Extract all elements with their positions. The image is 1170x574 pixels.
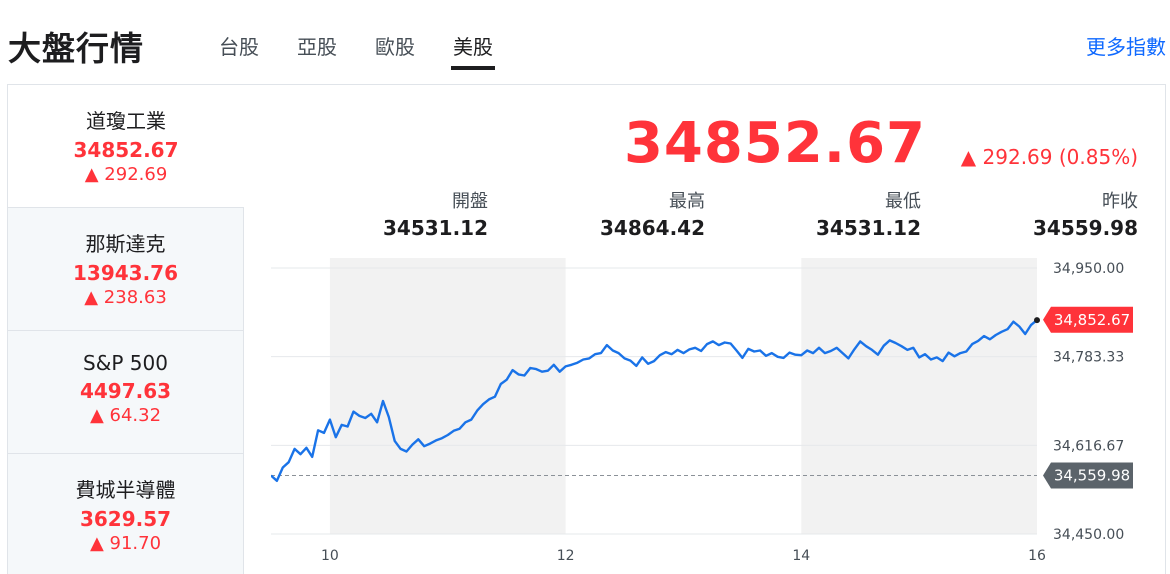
y-tick-label: 34,950.00	[1053, 261, 1124, 277]
last-price-dot	[1034, 317, 1040, 324]
stat-label: 昨收	[1102, 191, 1138, 212]
header: 大盤行情 台股 亞股 歐股 美股 更多指數	[0, 0, 1170, 84]
y-tick-label: 34,616.67	[1053, 438, 1124, 454]
stat-label: 最低	[885, 191, 921, 212]
index-value: 13943.76	[72, 261, 178, 285]
more-indices-link[interactable]: 更多指數	[1086, 35, 1166, 59]
index-item-sox[interactable]: 費城半導體 3629.57 ▲ 91.70	[8, 454, 244, 574]
index-name: 費城半導體	[75, 478, 176, 502]
current-price: 34852.67	[623, 111, 926, 176]
stat-value: 34531.12	[815, 216, 921, 240]
index-value: 3629.57	[79, 507, 172, 531]
stat-open: 開盤 34531.12	[288, 187, 488, 240]
index-value: 4497.63	[79, 379, 172, 403]
up-triangle-icon: ▲	[89, 405, 104, 426]
x-tick-label: 14	[792, 548, 810, 564]
index-list: 道瓊工業 34852.67 ▲ 292.69 那斯達克 13943.76 ▲ 2…	[8, 85, 244, 574]
index-name: 那斯達克	[85, 232, 166, 256]
up-triangle-icon: ▲	[960, 145, 977, 169]
y-axis-ticks: 34,950.00 34,783.33 34,616.67 34,450.00	[1053, 261, 1124, 543]
page-title: 大盤行情	[8, 29, 144, 68]
price-change: ▲ 292.69 (0.85%)	[961, 145, 1138, 169]
y-tick-label: 34,450.00	[1053, 527, 1124, 543]
market-panel: 道瓊工業 34852.67 ▲ 292.69 那斯達克 13943.76 ▲ 2…	[7, 84, 1166, 574]
index-item-nasdaq[interactable]: 那斯達克 13943.76 ▲ 238.63	[8, 208, 244, 331]
hour-band-0	[329, 258, 566, 534]
stat-label: 最高	[669, 191, 705, 212]
index-item-dow[interactable]: 道瓊工業 34852.67 ▲ 292.69	[8, 85, 244, 208]
y-tick-label: 34,783.33	[1053, 350, 1124, 366]
stat-prev-close: 昨收 34559.98	[938, 187, 1138, 240]
index-change-value: 292.69	[104, 164, 168, 185]
market-tabs: 台股 亞股 歐股 美股	[200, 0, 512, 84]
stat-low: 最低 34531.12	[721, 187, 921, 240]
prev-close-tag-shape	[1043, 462, 1133, 489]
index-change: ▲ 292.69	[8, 164, 244, 185]
index-change: ▲ 91.70	[8, 533, 243, 554]
stat-label: 開盤	[452, 191, 488, 212]
index-change: ▲ 64.32	[8, 405, 243, 426]
price-line	[271, 319, 1038, 482]
stat-value: 34559.98	[1032, 216, 1138, 240]
tab-us[interactable]: 美股	[434, 0, 512, 84]
stat-value: 34864.42	[599, 216, 705, 240]
index-change: ▲ 238.63	[8, 287, 243, 308]
index-name: S&P 500	[83, 351, 168, 375]
index-item-sp500[interactable]: S&P 500 4497.63 ▲ 64.32	[8, 331, 244, 454]
tab-asia[interactable]: 亞股	[297, 35, 337, 59]
x-tick-label: 10	[321, 548, 339, 564]
current-price-tag-text: 34,852.67	[1054, 311, 1130, 329]
index-value: 34852.67	[73, 138, 179, 162]
prev-close-tag-text: 34,559.98	[1054, 466, 1130, 484]
x-axis-ticks: 10 12 14 16	[321, 548, 1046, 564]
stat-value: 34531.12	[382, 216, 488, 240]
current-price-tag-shape	[1043, 306, 1133, 333]
tab-taiwan[interactable]: 台股	[219, 35, 259, 59]
index-change-value: 91.70	[109, 533, 162, 554]
index-detail: 34852.67 ▲ 292.69 (0.85%) 開盤 34531.12 最高…	[244, 85, 1166, 574]
index-change-value: 64.32	[109, 405, 162, 426]
up-triangle-icon: ▲	[89, 533, 104, 554]
index-name: 道瓊工業	[86, 109, 166, 133]
prev-close-tag: 34,559.98	[1043, 462, 1133, 489]
x-tick-label: 16	[1028, 548, 1046, 564]
chart-bands	[329, 258, 1037, 534]
x-tick-label: 12	[557, 548, 575, 564]
up-triangle-icon: ▲	[84, 287, 99, 308]
price-change-value: 292.69 (0.85%)	[982, 145, 1138, 169]
hour-band-1	[801, 258, 1037, 534]
stat-high: 最高 34864.42	[505, 187, 705, 240]
tab-europe[interactable]: 歐股	[375, 35, 415, 59]
up-triangle-icon: ▲	[84, 164, 99, 185]
index-change-value: 238.63	[103, 287, 167, 308]
current-price-tag: 34,852.67	[1043, 306, 1133, 333]
